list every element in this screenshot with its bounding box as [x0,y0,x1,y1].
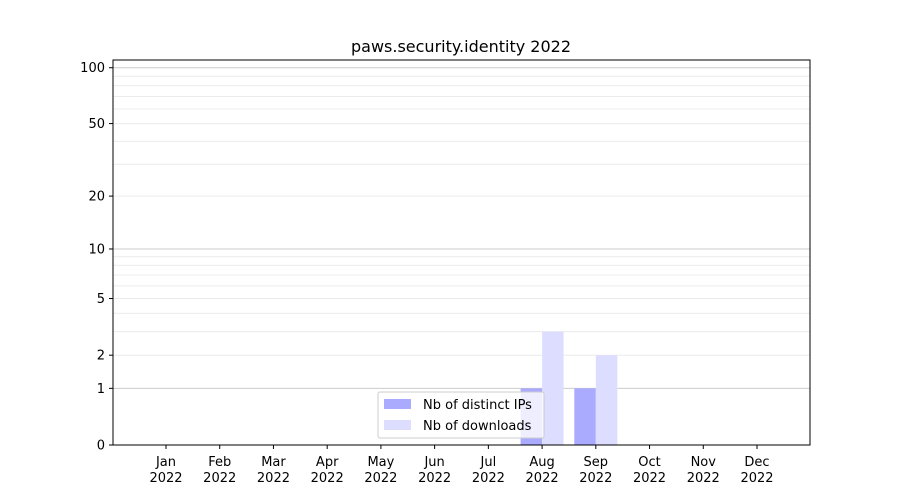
x-tick-label-month: Dec [744,455,769,470]
y-tick-label: 2 [97,349,105,364]
x-tick-label-year: 2022 [203,471,236,486]
y-tick-label: 20 [88,190,105,205]
x-tick-label-year: 2022 [740,471,773,486]
x-tick-label-year: 2022 [472,471,505,486]
x-tick-label-year: 2022 [149,471,182,486]
legend-swatch-downloads [384,420,411,430]
x-tick-label-year: 2022 [579,471,612,486]
x-tick-label-month: Oct [638,455,660,470]
x-tick-label-month: Jul [480,455,497,470]
y-tick-label: 50 [88,117,105,132]
x-tick-label-month: Nov [691,455,717,470]
bar-downloads [542,331,564,445]
legend: Nb of distinct IPs Nb of downloads [377,391,545,439]
x-tick-label-year: 2022 [257,471,290,486]
legend-swatch-distinct-ips [384,399,411,409]
y-tick-label: 100 [80,61,105,76]
x-tick-label-month: Aug [529,455,554,470]
bar-downloads [595,355,618,445]
x-tick-label-month: May [367,455,394,470]
x-tick-label-year: 2022 [687,471,720,486]
x-tick-label-month: Jan [155,455,176,470]
y-tick-label: 10 [88,242,105,257]
x-tick-label-month: Feb [208,455,231,470]
x-tick-label-year: 2022 [364,471,397,486]
grid [113,67,810,389]
x-tick-label-month: Mar [261,455,286,470]
legend-label-downloads: Nb of downloads [423,419,532,434]
y-axis: 0 1 2 5 10 20 50 100 [80,61,113,454]
y-tick-label: 0 [97,439,105,454]
x-tick-label-year: 2022 [633,471,666,486]
plot-frame [112,59,811,446]
bar-distinct-ips [574,388,596,445]
x-tick-label-month: Jun [423,455,444,470]
x-tick-label-year: 2022 [526,471,559,486]
chart-title: paws.security.identity 2022 [351,37,571,56]
y-tick-label: 5 [97,292,105,307]
x-axis: Jan2022Feb2022Mar2022Apr2022May2022Jun20… [149,445,774,486]
legend-label-distinct-ips: Nb of distinct IPs [423,398,532,413]
x-tick-label-month: Apr [316,455,339,470]
legend-box [377,391,545,439]
x-tick-label-year: 2022 [311,471,344,486]
y-tick-label: 1 [97,382,105,397]
x-tick-label-month: Sep [584,455,609,470]
x-tick-label-year: 2022 [418,471,451,486]
